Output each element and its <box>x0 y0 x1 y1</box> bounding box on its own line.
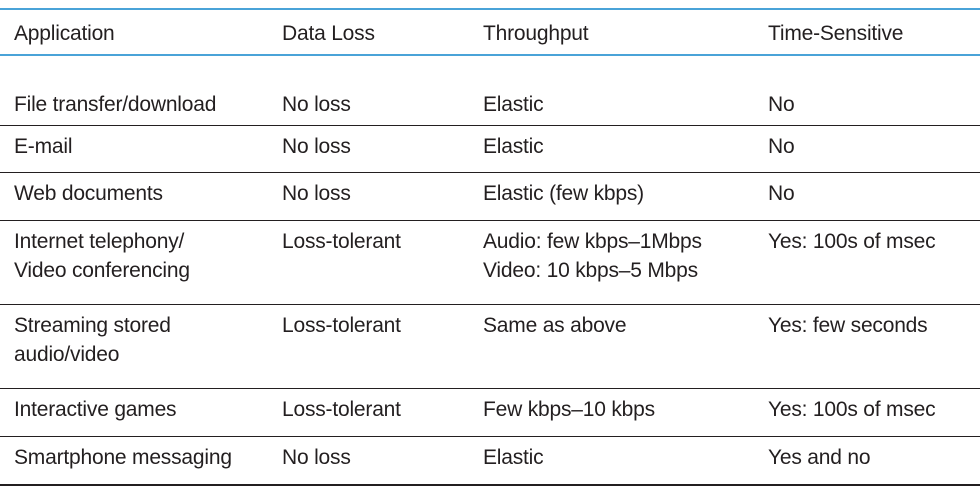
cell-data-loss: No loss <box>282 135 351 158</box>
cell-throughput: Few kbps–10 kbps <box>483 395 655 424</box>
table-header-row: Application Data Loss Throughput Time-Se… <box>0 8 980 56</box>
cell-application: E-mail <box>14 132 73 161</box>
cell-application-line: E-mail <box>14 135 73 158</box>
cell-application-line: Internet telephony/ <box>14 230 185 253</box>
header-time-sensitive: Time-Sensitive <box>768 22 904 45</box>
cell-time-sensitive: No <box>768 135 795 158</box>
cell-data-loss: Loss-tolerant <box>282 230 401 253</box>
cell-throughput-line: Few kbps–10 kbps <box>483 398 655 421</box>
cell-application: Smartphone messaging <box>14 443 232 472</box>
cell-throughput: Elastic <box>483 443 544 472</box>
cell-data-loss: No loss <box>282 182 351 205</box>
header-data-loss: Data Loss <box>282 22 375 45</box>
cell-throughput: Audio: few kbps–1Mbps Video: 10 kbps–5 M… <box>483 227 702 285</box>
cell-time-sensitive: No <box>768 182 795 205</box>
cell-throughput-line: Elastic <box>483 446 544 469</box>
header-throughput: Throughput <box>483 22 589 45</box>
cell-application: Streaming stored audio/video <box>14 311 171 369</box>
cell-throughput: Elastic (few kbps) <box>483 179 644 208</box>
cell-throughput-line: Elastic (few kbps) <box>483 182 644 205</box>
cell-throughput-line: Same as above <box>483 314 627 337</box>
cell-throughput: Elastic <box>483 90 544 119</box>
cell-throughput: Same as above <box>483 311 627 340</box>
cell-time-sensitive: No <box>768 93 795 116</box>
cell-time-sensitive: Yes: 100s of msec <box>768 230 936 253</box>
cell-throughput-line: Audio: few kbps–1Mbps <box>483 230 702 253</box>
cell-application-line: Web documents <box>14 182 163 205</box>
cell-throughput-line: Elastic <box>483 135 544 158</box>
cell-application-line: Video conferencing <box>14 259 190 282</box>
cell-application: Web documents <box>14 179 163 208</box>
cell-data-loss: Loss-tolerant <box>282 314 401 337</box>
table-row: Smartphone messaging No loss Elastic Yes… <box>0 437 980 486</box>
cell-time-sensitive: Yes: 100s of msec <box>768 398 936 421</box>
cell-data-loss: No loss <box>282 446 351 469</box>
table-row: File transfer/download No loss Elastic N… <box>0 84 980 126</box>
cell-time-sensitive: Yes and no <box>768 446 871 469</box>
cell-throughput: Elastic <box>483 132 544 161</box>
cell-application-line: Interactive games <box>14 398 177 421</box>
cell-data-loss: No loss <box>282 93 351 116</box>
table-row: Streaming stored audio/video Loss-tolera… <box>0 305 980 389</box>
cell-application-line: Streaming stored <box>14 314 171 337</box>
cell-application: File transfer/download <box>14 90 216 119</box>
table-row: Interactive games Loss-tolerant Few kbps… <box>0 389 980 437</box>
cell-application: Interactive games <box>14 395 177 424</box>
table-row: E-mail No loss Elastic No <box>0 126 980 173</box>
cell-throughput-line: Video: 10 kbps–5 Mbps <box>483 259 698 282</box>
cell-application-line: audio/video <box>14 343 120 366</box>
cell-throughput-line: Elastic <box>483 93 544 116</box>
cell-time-sensitive: Yes: few seconds <box>768 314 928 337</box>
table-row: Web documents No loss Elastic (few kbps)… <box>0 173 980 221</box>
cell-application-line: File transfer/download <box>14 93 217 116</box>
cell-application: Internet telephony/ Video conferencing <box>14 227 190 285</box>
cell-application-line: Smartphone messaging <box>14 446 232 469</box>
header-application: Application <box>14 22 115 45</box>
table-row: Internet telephony/ Video conferencing L… <box>0 221 980 305</box>
cell-data-loss: Loss-tolerant <box>282 398 401 421</box>
